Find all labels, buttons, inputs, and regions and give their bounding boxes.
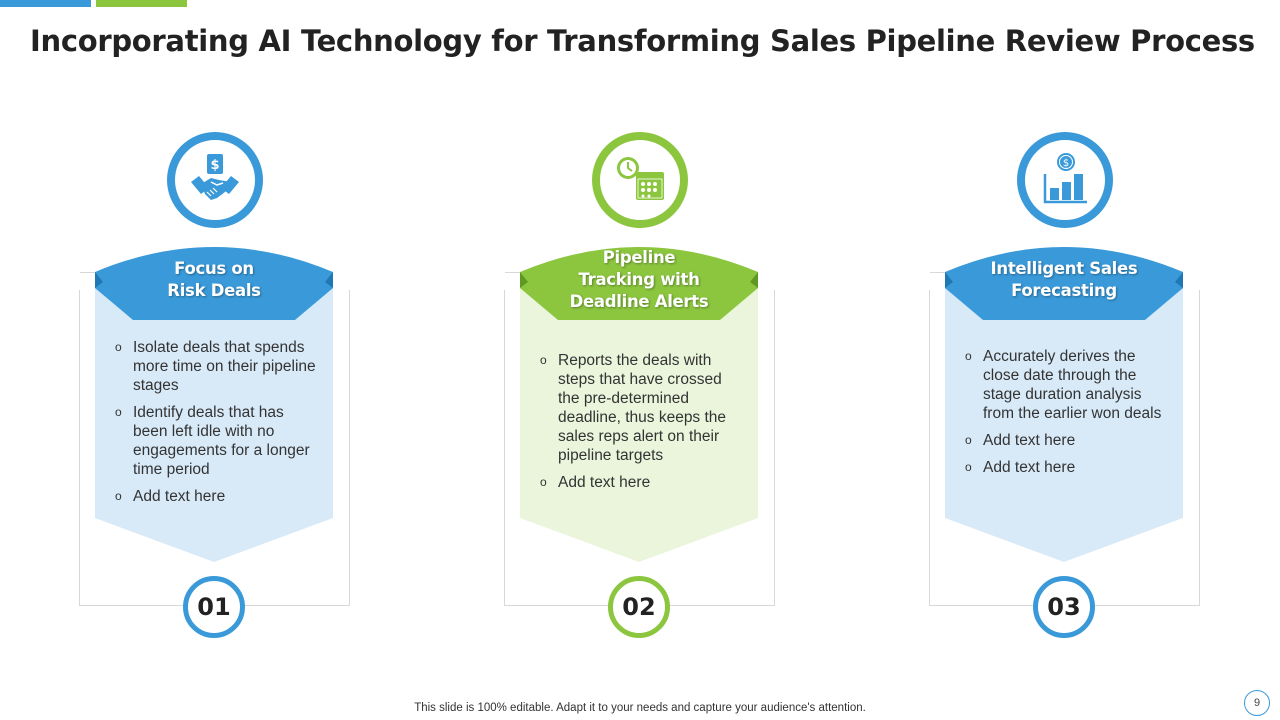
card-focus-risk-deals: $ Focus on Risk Deals Isolate deals that… — [79, 130, 351, 640]
svg-text:$: $ — [1063, 158, 1069, 169]
slide-title: Incorporating AI Technology for Transfor… — [30, 24, 1255, 58]
bullet-item: Identify deals that has been left idle w… — [115, 403, 320, 479]
bullet-list: Accurately derives the close date throug… — [965, 347, 1170, 485]
page-number: 9 — [1244, 690, 1270, 716]
footer-note: This slide is 100% editable. Adapt it to… — [414, 702, 866, 714]
heading-line: Forecasting — [1011, 281, 1117, 300]
step-number: 01 — [183, 576, 245, 638]
card-heading: Intelligent Sales Forecasting — [945, 258, 1183, 302]
handshake-dollar-icon: $ — [191, 154, 239, 200]
heading-line: Deadline Alerts — [569, 292, 709, 311]
bar-chart-dollar-icon: $ — [1043, 153, 1087, 204]
card-pipeline-tracking: Pipeline Tracking with Deadline Alerts R… — [504, 130, 776, 640]
card-panel: Pipeline Tracking with Deadline Alerts R… — [520, 242, 758, 562]
card-heading: Focus on Risk Deals — [95, 258, 333, 302]
accent-bar-blue — [0, 0, 91, 7]
card-panel: Intelligent Sales Forecasting Accurately… — [945, 242, 1183, 562]
clock-calendar-icon — [617, 157, 664, 200]
heading-line: Tracking with — [578, 270, 700, 289]
bullet-item: Isolate deals that spends more time on t… — [115, 338, 320, 395]
heading-line: Pipeline — [602, 248, 676, 267]
bullet-list: Isolate deals that spends more time on t… — [115, 338, 320, 514]
step-number: 03 — [1033, 576, 1095, 638]
bullet-item: Add text here — [115, 487, 320, 506]
card-intelligent-forecasting: $ Intelligent Sales Forecasting Accurate… — [929, 130, 1201, 640]
icon-circle — [592, 132, 688, 228]
card-panel: Focus on Risk Deals Isolate deals that s… — [95, 242, 333, 562]
bullet-item: Add text here — [965, 431, 1170, 450]
heading-line: Risk Deals — [167, 281, 261, 300]
bullet-item: Accurately derives the close date throug… — [965, 347, 1170, 423]
bullet-item: Add text here — [540, 473, 745, 492]
heading-line: Intelligent Sales — [990, 259, 1138, 278]
heading-line: Focus on — [174, 259, 254, 278]
icon-circle: $ — [167, 132, 263, 228]
bullet-list: Reports the deals with steps that have c… — [540, 351, 745, 500]
svg-text:$: $ — [210, 158, 219, 173]
bullet-item: Add text here — [965, 458, 1170, 477]
step-number: 02 — [608, 576, 670, 638]
accent-bar-green — [96, 0, 187, 7]
icon-circle: $ — [1017, 132, 1113, 228]
card-heading: Pipeline Tracking with Deadline Alerts — [520, 247, 758, 313]
bullet-item: Reports the deals with steps that have c… — [540, 351, 745, 465]
